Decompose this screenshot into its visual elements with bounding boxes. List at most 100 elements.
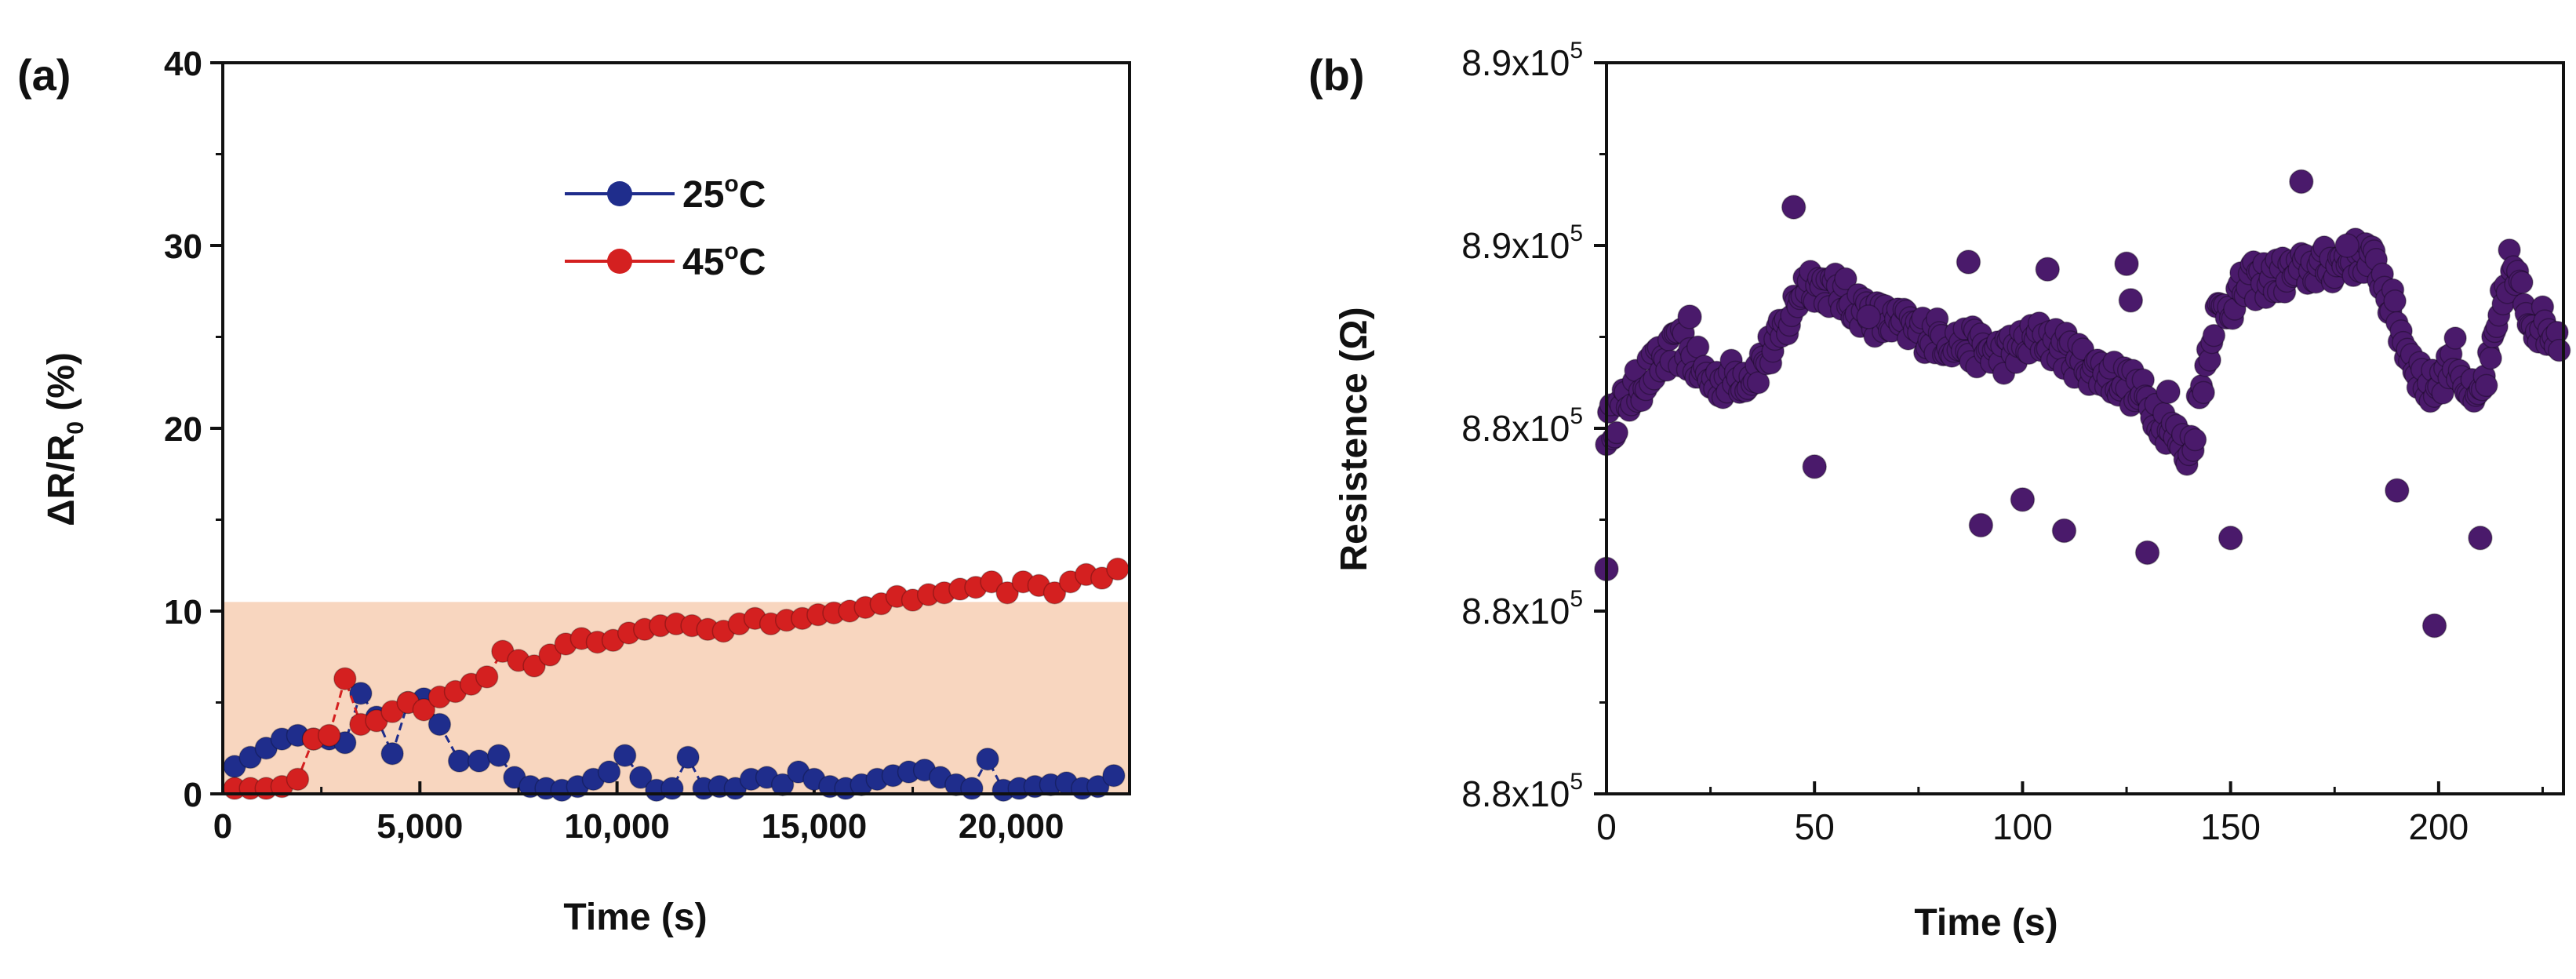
data-point: [1834, 267, 1857, 291]
data-point-25c: [976, 747, 999, 771]
data-point-25c: [770, 773, 795, 797]
data-point-45c: [980, 570, 1003, 594]
data-point-outlier: [2334, 233, 2360, 258]
data-point-45c: [412, 698, 436, 722]
x-tick-label: 0: [213, 807, 232, 846]
x-tick-label: 0: [1596, 806, 1617, 847]
panel-a-legend: 25oC 45oC: [565, 171, 766, 283]
data-point: [2510, 271, 2534, 294]
data-point-25c: [1086, 774, 1110, 799]
x-tick-label: 50: [1795, 806, 1835, 847]
data-point-outlier: [2385, 478, 2410, 503]
y-tick-label: 8.9x105: [1461, 220, 1583, 266]
chart-panel-b: (b) 0 50 100 150 200 8.8x105 8.8x105 8.8x105 8.9…: [1308, 38, 2571, 944]
data-point-outlier: [2010, 487, 2036, 512]
data-point: [2192, 380, 2215, 405]
data-point-25c: [960, 777, 984, 800]
panel-a-x-axis-title: Time (s): [563, 897, 707, 938]
panel-a-label: (a): [17, 50, 71, 100]
panel-b-label: (b): [1308, 50, 1365, 100]
data-point-45c: [286, 767, 310, 792]
legend-label-25c: 25oC: [682, 171, 766, 216]
panel-a-ticks: 0 5,000 10,000 15,000 20,000 0 10 20 30 40: [164, 45, 1064, 846]
data-point-25c: [597, 760, 621, 784]
panel-b-plot-frame: [1605, 61, 2565, 795]
panel-a-y-title-unit: (%): [41, 352, 82, 421]
data-point-outlier: [2156, 379, 2181, 405]
data-point-outlier: [2421, 613, 2447, 639]
data-point: [1605, 420, 1629, 445]
data-point: [1686, 335, 1710, 359]
data-point: [2547, 338, 2571, 362]
data-point-outlier: [2289, 169, 2314, 195]
panel-a-plot-frame: [221, 61, 1131, 795]
data-point-outlier: [1677, 304, 1702, 329]
data-point-25c: [487, 744, 511, 767]
y-tick-label: 20: [164, 410, 202, 449]
data-point-45c: [538, 643, 562, 667]
x-tick-label: 200: [2408, 806, 2469, 847]
data-point-25c: [349, 682, 373, 705]
panel-b-y-axis-title: Resistence (Ω): [1333, 307, 1375, 571]
data-point-25c: [467, 749, 491, 773]
data-point-outlier: [1856, 304, 1881, 329]
data-point-outlier: [2051, 518, 2077, 544]
data-point-outlier: [2218, 526, 2243, 551]
data-point-25c: [428, 712, 452, 737]
legend-marker-25c: [607, 181, 632, 206]
panel-a-y-title-main: ΔR/R: [41, 435, 82, 526]
x-tick-label: 10,000: [564, 807, 670, 846]
x-tick-label: 20,000: [959, 807, 1064, 846]
data-point-25c: [1102, 763, 1126, 788]
legend-label-45c: 45oC: [682, 238, 766, 283]
data-point-outlier: [2118, 288, 2144, 313]
data-point-outlier: [1956, 249, 1981, 275]
data-point-45c: [333, 667, 357, 690]
data-point: [2479, 346, 2502, 370]
legend-marker-45c: [607, 249, 632, 274]
y-tick-label: 8.8x105: [1461, 403, 1583, 449]
y-tick-label: 0: [184, 776, 202, 814]
data-point-25c: [613, 744, 637, 767]
y-tick-label: 8.9x105: [1461, 38, 1583, 83]
data-point-25c: [629, 766, 653, 789]
data-point-45c: [522, 654, 546, 678]
y-tick-label: 8.8x105: [1461, 769, 1583, 814]
data-point-outlier: [1968, 512, 1994, 538]
data-point-25c: [447, 749, 471, 773]
data-point-25c: [380, 741, 404, 766]
data-point-outlier: [2114, 251, 2139, 277]
data-point-outlier: [1781, 195, 1806, 220]
chart-panel-a: (a) 0 5,000 10,000 15,000 20,000 0 10 20 30 40 Ti…: [17, 45, 1131, 938]
panel-a-y-title-sub: 0: [63, 421, 89, 435]
data-point-45c: [1042, 580, 1067, 605]
panel-b-points: [1594, 169, 2571, 639]
data-point-outlier: [1802, 454, 1827, 479]
y-tick-label: 8.8x105: [1461, 586, 1583, 631]
x-tick-label: 5,000: [377, 807, 463, 846]
data-point-45c: [317, 723, 341, 748]
y-tick-label: 40: [164, 45, 202, 83]
x-tick-label: 150: [2200, 806, 2261, 847]
data-point-25c: [660, 777, 684, 800]
data-point: [2183, 428, 2207, 452]
data-point-25c: [676, 745, 700, 770]
panel-b-x-axis-title: Time (s): [1914, 902, 2058, 944]
x-tick-label: 15,000: [762, 807, 868, 846]
data-point: [2383, 289, 2407, 313]
x-tick-label: 100: [1992, 806, 2053, 847]
data-point-outlier: [2134, 540, 2160, 566]
data-point-45c: [475, 665, 499, 689]
y-tick-label: 30: [164, 227, 202, 266]
data-point-outlier: [2468, 526, 2493, 551]
panel-a-y-axis-title: ΔR/R0 (%): [41, 352, 89, 526]
data-point-outlier: [2035, 257, 2061, 282]
data-point-45c: [995, 580, 1019, 605]
y-tick-label: 10: [164, 593, 202, 631]
data-point-45c: [1106, 557, 1130, 581]
data-point: [2202, 323, 2226, 348]
data-point: [2475, 373, 2498, 398]
data-point: [2443, 326, 2467, 350]
data-point: [1746, 371, 1770, 395]
